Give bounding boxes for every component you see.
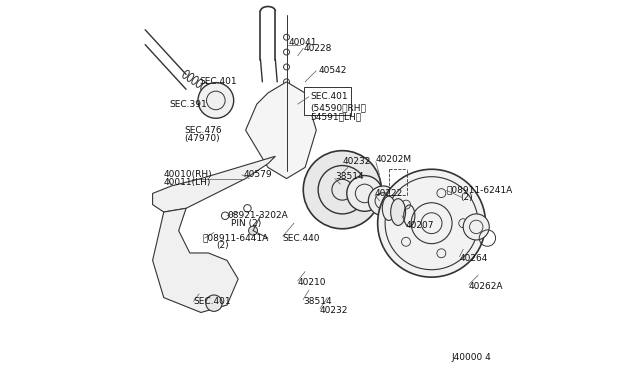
Text: 40579: 40579 [244, 170, 273, 179]
Ellipse shape [390, 199, 406, 225]
Text: J40000 4: J40000 4 [451, 353, 491, 362]
Text: ⓝ08911-6441A: ⓝ08911-6441A [203, 234, 269, 243]
Ellipse shape [382, 196, 396, 220]
Circle shape [347, 176, 383, 211]
Text: 40264: 40264 [460, 254, 488, 263]
Text: (54590〈RH〉: (54590〈RH〉 [310, 103, 367, 112]
Text: 08921-3202A: 08921-3202A [227, 211, 288, 220]
Text: (47970): (47970) [184, 134, 220, 143]
Circle shape [248, 226, 257, 235]
Text: 40207: 40207 [406, 221, 434, 230]
Text: (2): (2) [461, 193, 473, 202]
Text: 38514: 38514 [303, 297, 332, 306]
Text: SEC.476: SEC.476 [184, 126, 222, 135]
Circle shape [303, 151, 381, 229]
Text: 54591〈LH〉: 54591〈LH〉 [310, 113, 362, 122]
FancyBboxPatch shape [304, 87, 351, 115]
Text: 40232: 40232 [342, 157, 371, 166]
Text: 40041: 40041 [289, 38, 317, 47]
Circle shape [378, 169, 486, 277]
Text: (2): (2) [216, 241, 228, 250]
Polygon shape [152, 208, 238, 312]
Text: 40011(LH): 40011(LH) [164, 178, 211, 187]
Text: 40202M: 40202M [376, 155, 412, 164]
Text: ⓝ08911-6241A: ⓝ08911-6241A [447, 185, 513, 194]
Text: SEC.391: SEC.391 [170, 100, 207, 109]
Text: 40542: 40542 [318, 66, 346, 75]
Text: 40228: 40228 [303, 44, 332, 53]
Text: SEC.401: SEC.401 [310, 92, 348, 101]
Text: SEC.440: SEC.440 [283, 234, 320, 243]
Text: SEC.401: SEC.401 [193, 297, 231, 306]
Polygon shape [152, 156, 275, 212]
Text: SEC.401: SEC.401 [199, 77, 237, 86]
Circle shape [369, 186, 398, 216]
Text: 40210: 40210 [298, 278, 326, 287]
Text: PIN (2): PIN (2) [231, 219, 261, 228]
Text: 40010(RH): 40010(RH) [164, 170, 212, 179]
Circle shape [463, 214, 489, 240]
Polygon shape [246, 82, 316, 179]
Circle shape [206, 295, 222, 311]
Text: 40232: 40232 [320, 306, 348, 315]
Circle shape [198, 83, 234, 118]
Text: 40262A: 40262A [468, 282, 503, 291]
Text: 40222: 40222 [375, 189, 403, 198]
Text: 38514: 38514 [335, 172, 364, 181]
